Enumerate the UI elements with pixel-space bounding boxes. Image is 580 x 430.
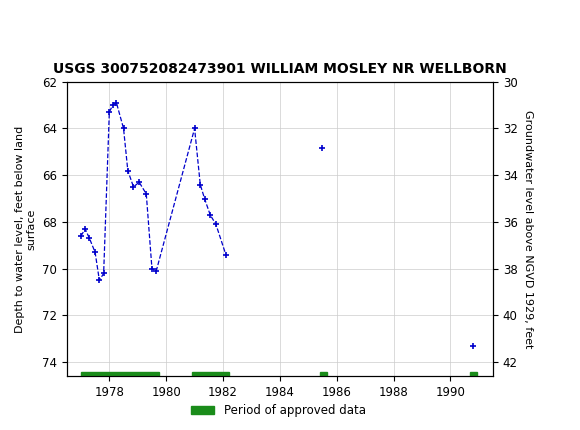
Y-axis label: Depth to water level, feet below land
surface: Depth to water level, feet below land su… bbox=[15, 126, 37, 332]
Legend: Period of approved data: Period of approved data bbox=[186, 399, 371, 422]
Y-axis label: Groundwater level above NGVD 1929, feet: Groundwater level above NGVD 1929, feet bbox=[523, 110, 533, 348]
Bar bbox=[320, 372, 327, 376]
Bar bbox=[192, 372, 229, 376]
Bar bbox=[470, 372, 477, 376]
Text: ≋ USGS: ≋ USGS bbox=[23, 12, 100, 30]
Bar bbox=[81, 372, 159, 376]
Title: USGS 300752082473901 WILLIAM MOSLEY NR WELLBORN: USGS 300752082473901 WILLIAM MOSLEY NR W… bbox=[53, 62, 507, 77]
